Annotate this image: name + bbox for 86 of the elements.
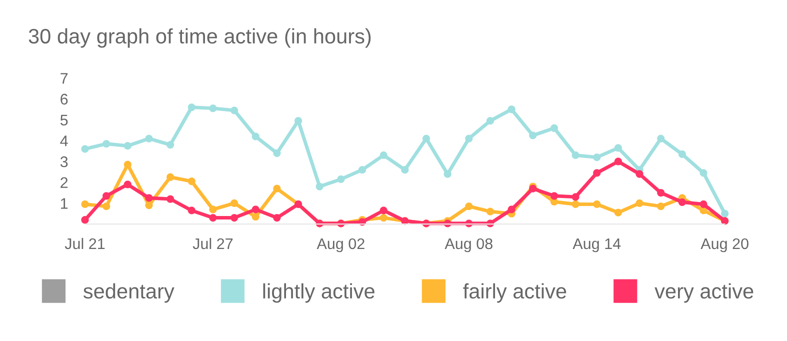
point: [444, 170, 452, 178]
point: [700, 200, 708, 208]
point: [102, 202, 110, 210]
legend-label: sedentary: [83, 283, 174, 303]
point: [166, 140, 174, 149]
point: [572, 200, 580, 208]
y-tick-label: 2: [60, 177, 68, 188]
point: [508, 106, 516, 114]
point: [486, 208, 494, 216]
point: [465, 202, 473, 210]
point: [636, 199, 644, 208]
y-tick-label: 4: [60, 136, 68, 146]
point: [145, 134, 153, 142]
point: [273, 214, 281, 222]
point: [721, 210, 729, 218]
point: [678, 150, 686, 158]
point: [145, 201, 153, 210]
y-tick-label: 5: [60, 114, 68, 126]
x-tick-label: Aug 14: [572, 238, 621, 252]
point: [316, 182, 324, 190]
point: [102, 192, 110, 200]
point: [252, 212, 260, 221]
point: [657, 188, 665, 197]
legend-label: fairly active: [463, 283, 566, 303]
y-tick-label: 7: [60, 73, 68, 84]
point: [401, 166, 409, 174]
point: [678, 198, 686, 206]
point: [636, 170, 644, 178]
chart-title: 30 day graph of time active (in hours): [28, 28, 371, 48]
point: [657, 134, 665, 142]
point: [209, 206, 217, 214]
point: [230, 199, 238, 208]
point: [145, 194, 153, 202]
point: [593, 200, 601, 208]
x-tick-label: Aug 20: [700, 238, 748, 252]
point: [81, 216, 89, 224]
point: [529, 132, 537, 140]
point: [166, 195, 174, 203]
point: [209, 214, 217, 222]
point: [657, 202, 665, 210]
point: [614, 158, 622, 166]
point: [188, 103, 196, 112]
point: [422, 134, 430, 142]
point: [508, 206, 516, 214]
point: [252, 206, 260, 214]
point: [614, 144, 622, 152]
point: [188, 206, 196, 214]
point: [550, 124, 558, 132]
point: [700, 169, 708, 177]
point: [209, 104, 217, 112]
x-tick-label: Aug 08: [444, 238, 492, 252]
legend-label: very active: [654, 283, 754, 303]
point: [486, 117, 494, 125]
point: [700, 206, 708, 214]
point: [124, 142, 132, 150]
point: [550, 192, 558, 200]
legend-label: lightly active: [263, 283, 374, 303]
point: [273, 184, 281, 192]
point: [102, 140, 110, 148]
point: [572, 193, 580, 201]
point: [252, 132, 260, 140]
point: [188, 177, 196, 186]
y-tick-label: 1: [61, 198, 68, 209]
point: [380, 206, 388, 214]
point: [166, 173, 174, 181]
point: [465, 134, 473, 142]
point: [337, 175, 345, 184]
x-tick-label: Aug 02: [316, 238, 364, 252]
y-tick-label: 6: [60, 94, 68, 105]
point: [124, 180, 132, 188]
point: [572, 151, 580, 160]
x-tick-label: Jul 27: [192, 238, 233, 250]
y-tick-label: 3: [60, 156, 68, 168]
point: [380, 214, 388, 222]
point: [358, 166, 366, 174]
point: [593, 169, 601, 177]
point: [230, 214, 238, 222]
point: [593, 154, 601, 162]
point: [614, 208, 622, 216]
point: [81, 200, 89, 208]
point: [81, 145, 89, 153]
point: [380, 151, 388, 160]
point: [230, 106, 238, 114]
point: [550, 198, 558, 206]
x-tick-label: Jul 21: [64, 238, 105, 250]
point: [273, 149, 281, 157]
